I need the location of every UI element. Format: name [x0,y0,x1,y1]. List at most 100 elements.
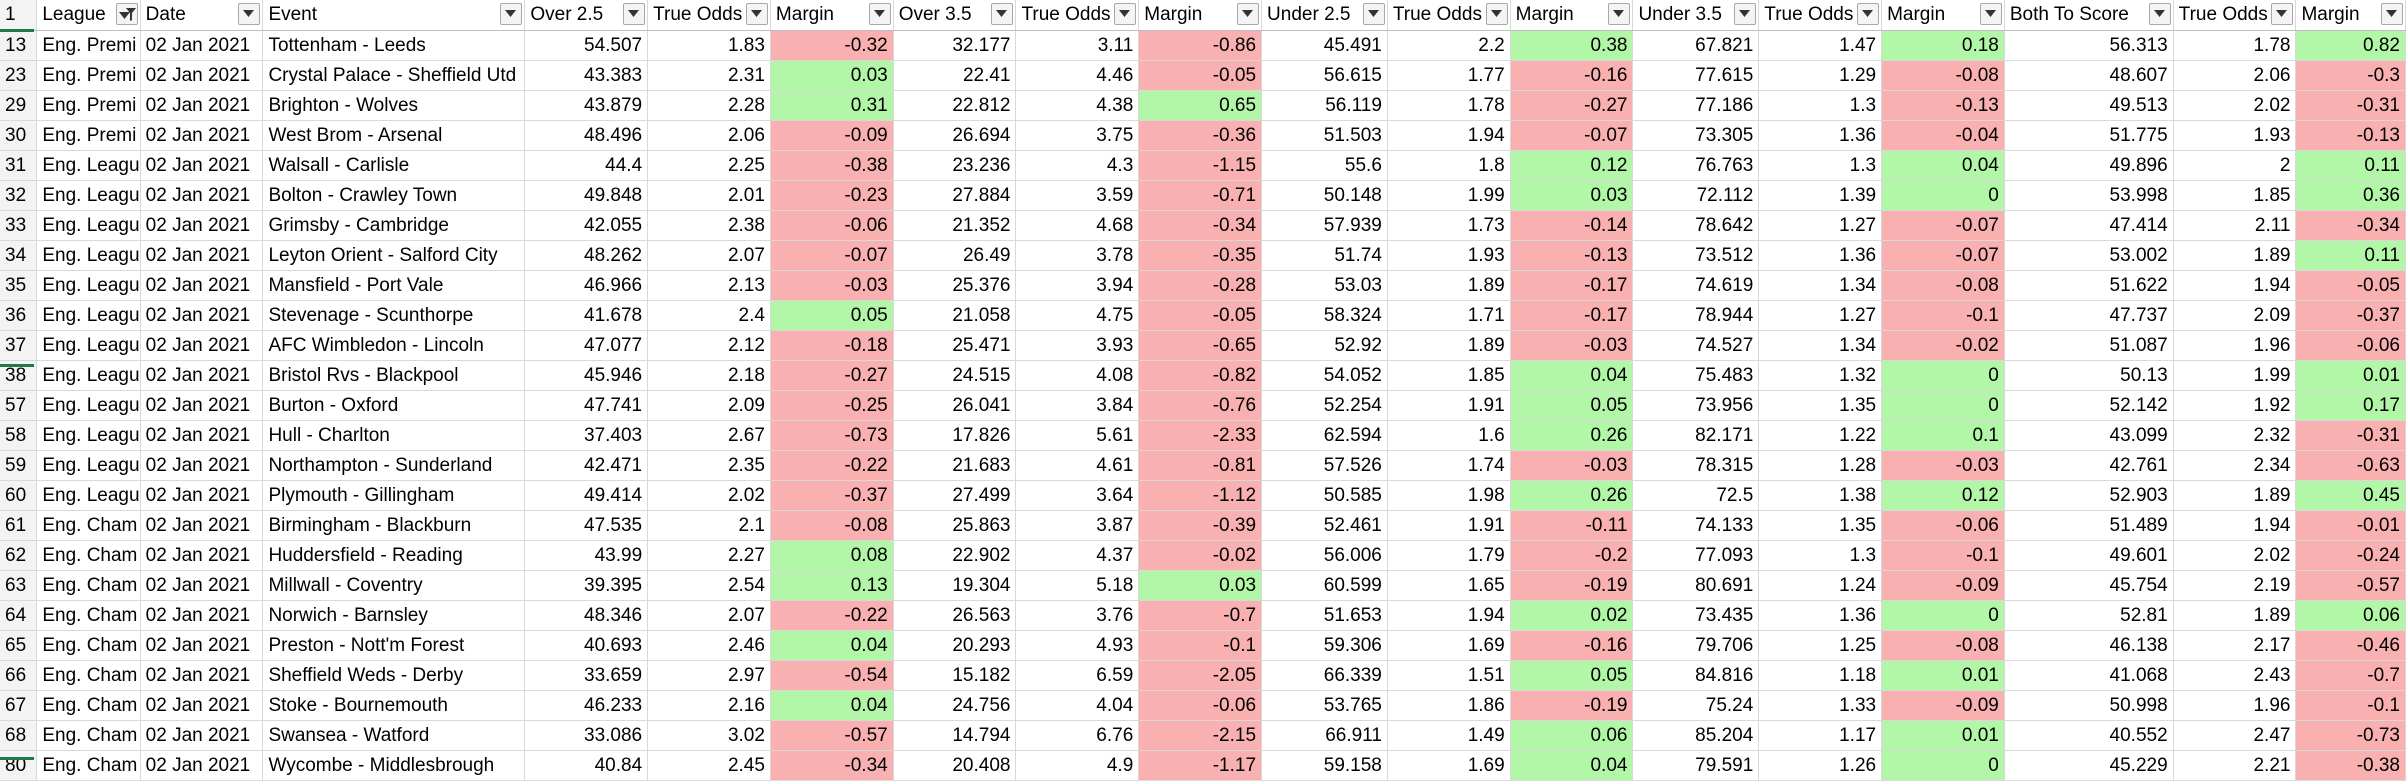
value-cell[interactable]: 1.27 [1758,210,1883,241]
margin-cell[interactable]: 0.11 [2295,240,2406,271]
value-cell[interactable]: 73.956 [1632,390,1760,421]
row-number[interactable]: 29 [0,90,38,121]
margin-cell[interactable]: -0.54 [770,660,894,691]
column-header[interactable]: Both To Score [2004,0,2174,31]
league-cell[interactable]: Eng. Cham [36,690,141,721]
value-cell[interactable]: 5.18 [1015,570,1140,601]
value-cell[interactable]: 45.754 [2004,570,2174,601]
margin-cell[interactable]: -0.37 [770,480,894,511]
margin-cell[interactable]: -0.7 [2295,660,2406,691]
margin-cell[interactable]: 0.45 [2295,480,2406,511]
value-cell[interactable]: 14.794 [893,720,1017,751]
value-cell[interactable]: 1.99 [1387,180,1511,211]
margin-cell[interactable]: 0.12 [1881,480,2005,511]
value-cell[interactable]: 44.4 [524,150,649,181]
column-header[interactable]: True Odds [1015,0,1140,31]
column-header[interactable]: Event [262,0,526,31]
margin-cell[interactable]: -0.16 [1510,630,1634,661]
value-cell[interactable]: 1.93 [1387,240,1511,271]
value-cell[interactable]: 4.08 [1015,360,1140,391]
value-cell[interactable]: 50.998 [2004,690,2174,721]
margin-cell[interactable]: -0.34 [1138,210,1263,241]
margin-cell[interactable]: 0.03 [1138,570,1263,601]
margin-cell[interactable]: -0.38 [770,150,894,181]
filter-dropdown-icon[interactable] [2271,3,2294,25]
value-cell[interactable]: 2.09 [2173,300,2297,331]
value-cell[interactable]: 51.489 [2004,510,2174,541]
value-cell[interactable]: 74.527 [1632,330,1760,361]
value-cell[interactable]: 2.02 [647,480,771,511]
league-cell[interactable]: Eng. Premi [36,60,141,91]
value-cell[interactable]: 4.3 [1015,150,1140,181]
margin-cell[interactable]: -0.31 [2295,90,2406,121]
value-cell[interactable]: 51.775 [2004,120,2174,151]
value-cell[interactable]: 1.94 [1387,120,1511,151]
value-cell[interactable]: 1.86 [1387,690,1511,721]
margin-cell[interactable]: -0.25 [770,390,894,421]
league-cell[interactable]: Eng. Leagu [36,300,141,331]
margin-cell[interactable]: -2.15 [1138,720,1263,751]
value-cell[interactable]: 77.615 [1632,60,1760,91]
margin-cell[interactable]: -0.08 [1881,60,2005,91]
margin-cell[interactable]: -0.02 [1138,540,1263,571]
value-cell[interactable]: 74.619 [1632,270,1760,301]
value-cell[interactable]: 1.77 [1387,60,1511,91]
value-cell[interactable]: 1.36 [1758,240,1883,271]
value-cell[interactable]: 2.34 [2173,450,2297,481]
value-cell[interactable]: 26.49 [893,240,1017,271]
event-cell[interactable]: Crystal Palace - Sheffield Utd [262,60,526,91]
league-cell[interactable]: Eng. Cham [36,630,141,661]
value-cell[interactable]: 19.304 [893,570,1017,601]
value-cell[interactable]: 5.61 [1015,420,1140,451]
value-cell[interactable]: 2.19 [2173,570,2297,601]
value-cell[interactable]: 17.826 [893,420,1017,451]
value-cell[interactable]: 20.408 [893,750,1017,781]
league-cell[interactable]: Eng. Leagu [36,210,141,241]
margin-cell[interactable]: -0.17 [1510,300,1634,331]
value-cell[interactable]: 80.691 [1632,570,1760,601]
margin-cell[interactable]: 0 [1881,360,2005,391]
value-cell[interactable]: 1.69 [1387,630,1511,661]
row-number[interactable]: 66 [0,660,38,691]
value-cell[interactable]: 1.74 [1387,450,1511,481]
filter-dropdown-icon[interactable] [623,3,646,25]
date-cell[interactable]: 02 Jan 2021 [140,630,264,661]
margin-cell[interactable]: -0.38 [2295,750,2406,781]
column-header[interactable]: League [36,0,141,31]
value-cell[interactable]: 3.94 [1015,270,1140,301]
margin-cell[interactable]: -0.36 [1138,120,1263,151]
value-cell[interactable]: 6.59 [1015,660,1140,691]
column-header[interactable]: Date [140,0,264,31]
league-cell[interactable]: Eng. Cham [36,570,141,601]
value-cell[interactable]: 1.28 [1758,450,1883,481]
column-header[interactable]: Margin [1881,0,2005,31]
value-cell[interactable]: 4.75 [1015,300,1140,331]
column-header[interactable]: Under 2.5 [1261,0,1388,31]
margin-cell[interactable]: -0.3 [2295,60,2406,91]
filter-dropdown-icon[interactable] [2381,3,2403,25]
value-cell[interactable]: 46.966 [524,270,649,301]
value-cell[interactable]: 49.601 [2004,540,2174,571]
margin-cell[interactable]: -0.86 [1138,30,1263,61]
value-cell[interactable]: 43.99 [524,540,649,571]
value-cell[interactable]: 49.414 [524,480,649,511]
value-cell[interactable]: 1.96 [2173,330,2297,361]
margin-cell[interactable]: -0.13 [2295,120,2406,151]
value-cell[interactable]: 53.03 [1261,270,1388,301]
margin-cell[interactable]: 0.04 [1510,750,1634,781]
value-cell[interactable]: 33.086 [524,720,649,751]
filter-dropdown-icon[interactable] [1237,3,1260,25]
event-cell[interactable]: Swansea - Watford [262,720,526,751]
value-cell[interactable]: 1.25 [1758,630,1883,661]
margin-cell[interactable]: 0.05 [770,300,894,331]
row-number[interactable]: 37 [0,330,38,361]
date-cell[interactable]: 02 Jan 2021 [140,240,264,271]
value-cell[interactable]: 46.233 [524,690,649,721]
date-cell[interactable]: 02 Jan 2021 [140,480,264,511]
value-cell[interactable]: 51.503 [1261,120,1388,151]
value-cell[interactable]: 1.3 [1758,540,1883,571]
margin-cell[interactable]: -0.39 [1138,510,1263,541]
margin-cell[interactable]: 0.02 [1510,600,1634,631]
filter-dropdown-icon[interactable] [1608,3,1631,25]
margin-cell[interactable]: -0.73 [770,420,894,451]
